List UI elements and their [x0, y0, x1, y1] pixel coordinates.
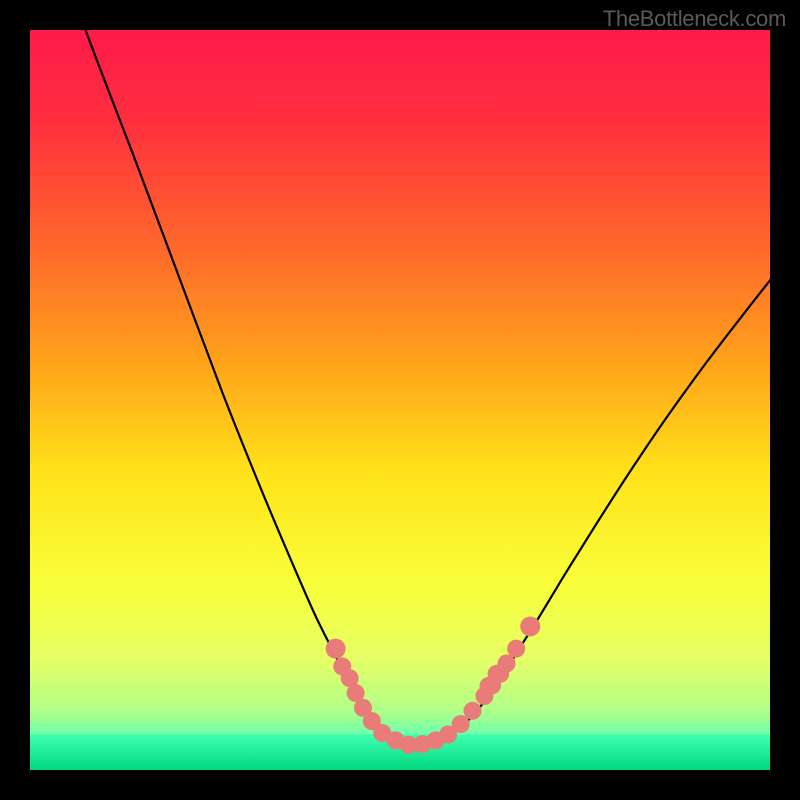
curve-marker: [326, 639, 346, 659]
gradient-background: [30, 30, 770, 770]
curve-marker: [464, 702, 482, 720]
curve-marker: [520, 616, 540, 636]
plot-svg: [30, 30, 770, 770]
plot-frame: [30, 30, 770, 770]
curve-marker: [498, 654, 516, 672]
curve-marker: [507, 640, 525, 658]
watermark-text: TheBottleneck.com: [603, 6, 786, 32]
